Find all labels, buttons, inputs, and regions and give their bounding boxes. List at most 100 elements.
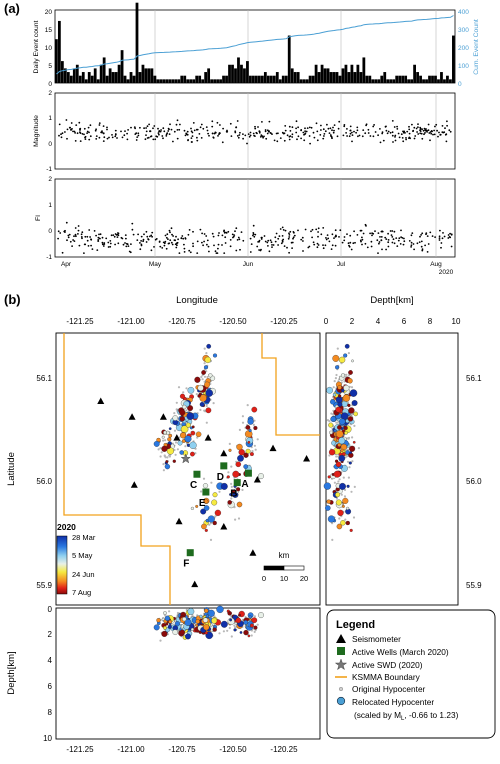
event-point: [207, 245, 210, 248]
event-point: [188, 229, 191, 231]
event-point: [408, 137, 410, 140]
event-point: [177, 238, 180, 241]
map-frame: [55, 332, 321, 606]
event-point: [229, 122, 232, 125]
event-point: [202, 127, 205, 130]
relocated-hypocenter: [179, 409, 186, 416]
relocated-hypocenter: [346, 506, 350, 510]
seismometer-icon: [220, 523, 228, 530]
lon-tick-4: -120.50: [219, 317, 247, 326]
event-point: [379, 127, 381, 130]
active-well-marker: [233, 479, 241, 487]
relocated-hypocenter: [327, 515, 335, 523]
event-point: [367, 132, 370, 134]
relocated-hypocenter: [341, 388, 345, 393]
event-point: [172, 235, 175, 237]
event-point: [260, 236, 263, 239]
mag-ytick-neg1: -1: [46, 166, 52, 173]
event-point: [187, 233, 190, 236]
event-point: [324, 130, 327, 133]
event-point: [333, 129, 335, 132]
daily-count-bar: [138, 72, 142, 83]
event-point: [206, 129, 209, 132]
daily-count-bar: [344, 64, 348, 83]
event-point: [348, 244, 350, 247]
original-hypocenter: [336, 421, 339, 424]
event-point: [445, 133, 448, 136]
event-point: [438, 237, 441, 240]
lon-tick-1: -121.25: [66, 317, 94, 326]
daily-count-bar: [407, 79, 411, 83]
event-point: [382, 139, 385, 142]
event-point: [224, 236, 227, 239]
relocated-hypocenter: [203, 365, 209, 370]
daily-count-bar: [55, 39, 58, 83]
event-point: [140, 243, 143, 246]
original-hypocenter: [345, 373, 348, 376]
event-point: [73, 130, 76, 133]
event-point: [121, 136, 124, 139]
relocated-hypocenter: [212, 492, 218, 498]
relocated-hypocenter: [258, 473, 264, 480]
event-point: [320, 124, 322, 127]
event-point: [426, 131, 428, 133]
event-point: [155, 135, 158, 138]
event-point: [364, 132, 367, 135]
daily-count-bar: [81, 72, 85, 83]
daily-count-bar: [75, 64, 79, 83]
event-point: [231, 233, 234, 236]
event-point: [323, 133, 326, 135]
event-point: [74, 132, 76, 134]
original-hypocenter: [228, 442, 231, 445]
event-point: [99, 237, 101, 240]
event-point: [378, 241, 381, 243]
relocated-hypocenter: [179, 629, 185, 635]
event-point: [433, 133, 436, 136]
lon-depth-frame: [55, 607, 321, 740]
event-point: [83, 133, 85, 136]
event-point: [139, 248, 142, 251]
event-point: [397, 132, 400, 135]
event-point: [372, 232, 375, 235]
event-point: [387, 241, 390, 244]
relocated-hypocenters-map: [153, 343, 264, 532]
daily-count-bar: [192, 79, 196, 83]
event-point: [327, 127, 330, 130]
xtick-year: 2020: [439, 269, 454, 276]
event-point: [427, 123, 430, 126]
event-point: [117, 232, 119, 234]
event-point: [421, 128, 423, 131]
event-point: [361, 243, 363, 246]
event-point: [148, 123, 151, 126]
original-hypocenter: [344, 518, 347, 521]
relocated-hypocenter: [351, 359, 354, 363]
legend-label-relocated: Relocated Hypocenter: [352, 697, 434, 707]
right-lat-tick-55-9: 55.9: [466, 581, 482, 590]
event-point: [217, 135, 219, 137]
event-point: [403, 240, 406, 243]
ytick-right-100: 100: [458, 63, 469, 70]
event-point: [273, 139, 276, 142]
event-point: [365, 124, 367, 127]
daily-count-bar: [368, 75, 372, 83]
event-point: [315, 228, 318, 231]
event-point: [151, 231, 154, 234]
lon-depth-ytick-2: 2: [48, 630, 53, 639]
relocated-hypocenter: [247, 418, 254, 425]
active-well-marker: [186, 549, 194, 557]
relocated-hypocenter: [214, 509, 222, 517]
magnitude-frame: [54, 92, 456, 170]
relocated-hypocenter: [179, 450, 184, 455]
original-hypocenter: [241, 421, 245, 424]
daily-count-bar: [165, 79, 169, 83]
original-hypocenter: [335, 421, 338, 424]
event-point: [401, 137, 404, 139]
event-point: [164, 234, 167, 237]
xtick-may: May: [149, 261, 162, 268]
event-point: [267, 245, 269, 247]
original-hypocenter: [353, 424, 356, 427]
event-point: [264, 130, 267, 133]
event-point: [200, 123, 203, 126]
event-point: [98, 233, 100, 236]
ytick-right-0: 0: [458, 81, 462, 88]
